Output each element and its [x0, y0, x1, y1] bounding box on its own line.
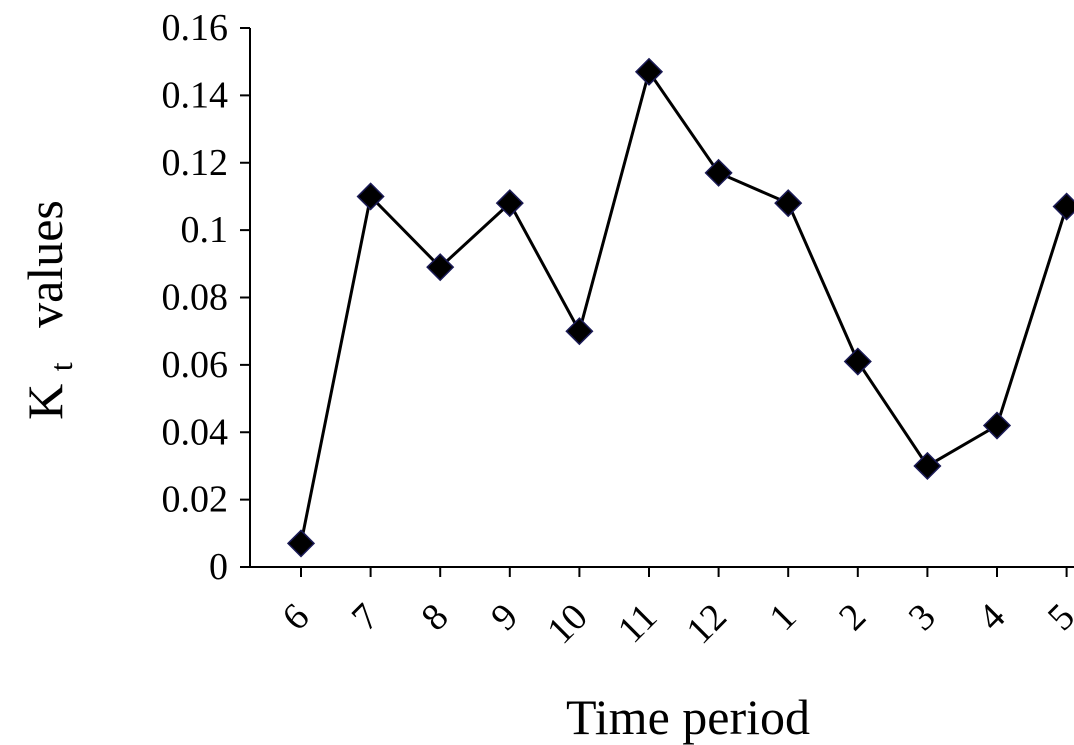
x-tick-label: 2 [831, 596, 874, 639]
data-point [634, 57, 664, 86]
data-point [774, 189, 803, 218]
x-tick-label: 1 [761, 596, 804, 639]
y-tick-label: 0.16 [162, 7, 229, 49]
data-markers [286, 57, 1074, 558]
y-tick-label: 0.12 [162, 142, 229, 184]
y-axis-title-rest: values [17, 200, 73, 328]
data-point [843, 347, 872, 376]
data-point [495, 189, 524, 218]
x-tick-label: 9 [483, 596, 526, 639]
y-axis-title-subscript: t [43, 362, 79, 371]
y-tick-label: 0.14 [162, 74, 229, 116]
x-tick-label: 10 [539, 596, 596, 653]
x-tick-label: 7 [344, 596, 387, 639]
y-tick-label: 0 [209, 546, 228, 588]
y-axis-title-main: K [17, 384, 73, 420]
data-point [913, 451, 942, 480]
y-tick-label: 0.04 [162, 411, 229, 453]
x-tick-label: 8 [413, 596, 456, 639]
y-tick-label: 0.1 [181, 209, 229, 251]
x-tick-label: 3 [901, 596, 944, 639]
x-tick-label: 6 [274, 596, 317, 639]
data-point [1052, 192, 1074, 221]
x-axis-title: Time period [566, 689, 810, 745]
x-axis-ticks: 6 7 8 9 10 11 12 1 2 3 4 5 [274, 567, 1074, 652]
y-axis-title: K t values [17, 200, 83, 420]
data-point [565, 317, 594, 346]
x-tick-label: 11 [610, 596, 666, 652]
y-tick-label: 0.02 [162, 479, 229, 521]
x-tick-label: 12 [678, 596, 735, 653]
y-tick-label: 0.06 [162, 344, 229, 386]
series-line [299, 68, 1069, 544]
x-tick-label: 4 [970, 596, 1013, 639]
y-axis-ticks: 0 0.02 0.04 0.06 0.08 0.1 0.12 0.14 0.16 [162, 7, 250, 588]
y-tick-label: 0.08 [162, 277, 229, 319]
data-point [982, 411, 1012, 440]
data-point [704, 158, 733, 187]
data-point [426, 253, 455, 282]
x-tick-label: 5 [1040, 596, 1074, 639]
data-point [356, 182, 385, 211]
data-point [286, 529, 316, 558]
